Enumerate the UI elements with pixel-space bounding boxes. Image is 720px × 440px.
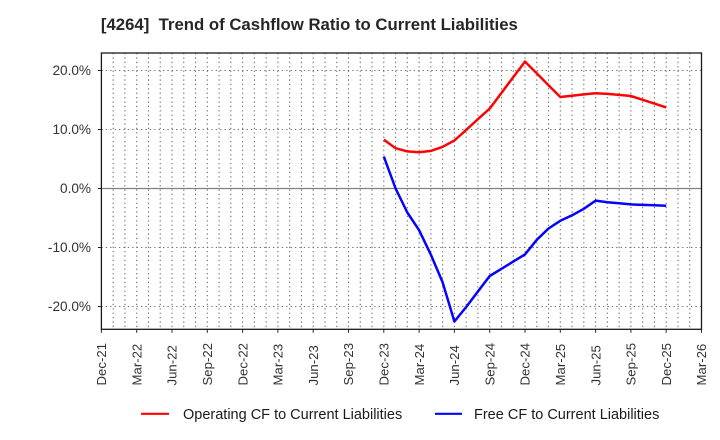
- svg-text:Sep-24: Sep-24: [482, 343, 497, 386]
- svg-text:Dec-22: Dec-22: [235, 343, 250, 386]
- svg-text:Jun-23: Jun-23: [306, 345, 321, 385]
- svg-text:Jun-24: Jun-24: [447, 345, 462, 385]
- svg-text:Operating CF to Current Liabil: Operating CF to Current Liabilities: [183, 407, 402, 423]
- svg-text:Mar-22: Mar-22: [129, 344, 144, 386]
- svg-text:-20.0%: -20.0%: [48, 299, 91, 314]
- svg-text:Mar-24: Mar-24: [412, 344, 427, 386]
- svg-text:20.0%: 20.0%: [52, 63, 91, 78]
- svg-text:Dec-24: Dec-24: [518, 343, 533, 386]
- svg-text:Mar-25: Mar-25: [553, 344, 568, 386]
- svg-text:Jun-22: Jun-22: [165, 345, 180, 385]
- svg-text:Mar-23: Mar-23: [271, 344, 286, 386]
- svg-text:Dec-25: Dec-25: [659, 343, 674, 386]
- svg-text:10.0%: 10.0%: [52, 122, 91, 137]
- svg-text:Mar-26: Mar-26: [694, 344, 709, 386]
- svg-text:Dec-23: Dec-23: [377, 343, 392, 386]
- svg-text:Dec-21: Dec-21: [94, 343, 109, 386]
- svg-text:0.0%: 0.0%: [60, 181, 91, 196]
- svg-text:Sep-23: Sep-23: [341, 343, 356, 386]
- svg-text:Sep-22: Sep-22: [200, 343, 215, 386]
- svg-text:Jun-25: Jun-25: [588, 345, 603, 385]
- svg-text:Free CF to Current Liabilities: Free CF to Current Liabilities: [474, 407, 659, 423]
- svg-text:-10.0%: -10.0%: [48, 240, 91, 255]
- svg-text:Sep-25: Sep-25: [624, 343, 639, 386]
- svg-text:[4264] Trend of Cashflow Rati: [4264] Trend of Cashflow Ratio to Curren…: [101, 15, 518, 34]
